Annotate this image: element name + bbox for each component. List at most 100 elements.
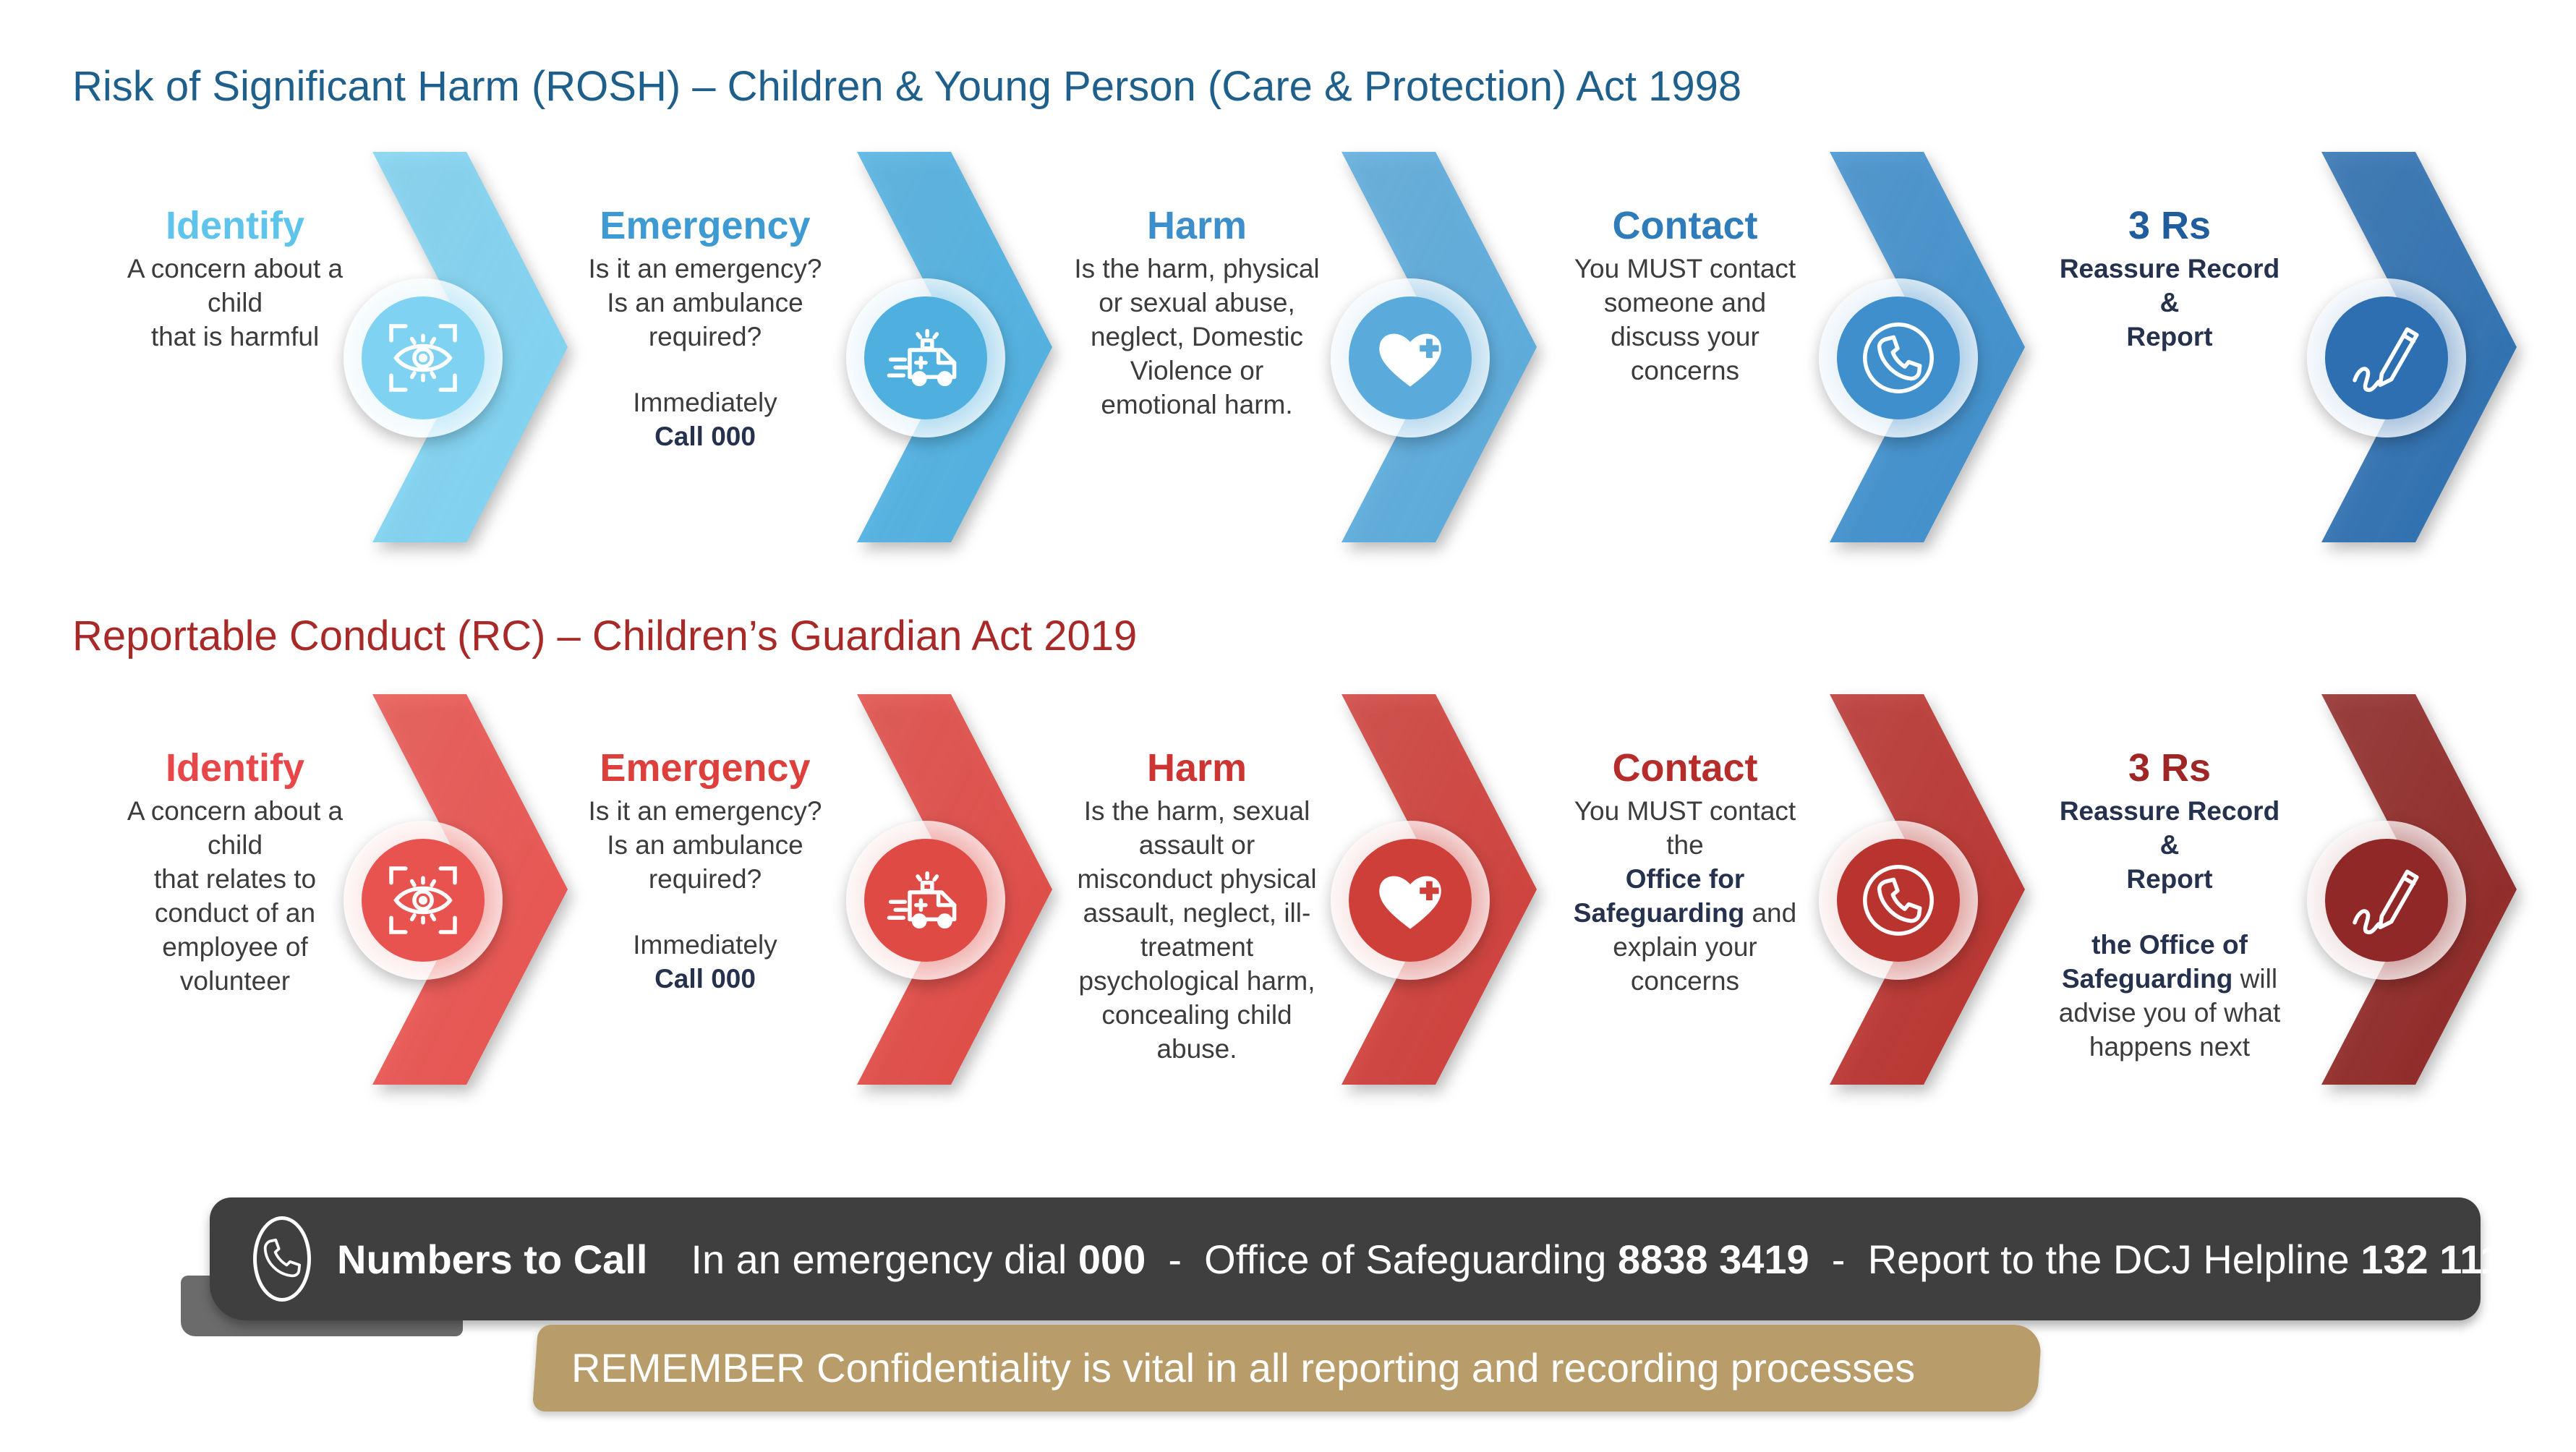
step-text-line: Reassure Record & bbox=[2059, 796, 2280, 860]
office-number: 8838 3419 bbox=[1617, 1236, 1809, 1282]
step-text-line: happens next bbox=[2089, 1032, 2251, 1062]
chevron-arrow bbox=[857, 152, 1052, 542]
step-icon-circle bbox=[1819, 278, 1978, 437]
step-text-line: concealing child bbox=[1101, 1000, 1292, 1030]
step-text-line: volunteer bbox=[179, 966, 291, 996]
step-heading: Contact bbox=[1612, 746, 1758, 790]
step-text-line: someone and bbox=[1603, 288, 1767, 317]
chevron-arrow bbox=[857, 694, 1052, 1085]
ambulance-icon bbox=[864, 839, 987, 962]
phone-icon bbox=[1837, 839, 1960, 962]
step-text-line: misconduct physical bbox=[1077, 864, 1317, 894]
call-000-text: Call 000 bbox=[654, 964, 756, 994]
step-heading: 3 Rs bbox=[2128, 746, 2212, 790]
rc-section-title: Reportable Conduct (RC) – Children’s Gua… bbox=[72, 612, 1138, 659]
step-text-line: You MUST contact bbox=[1574, 796, 1796, 826]
step-icon-circle bbox=[846, 278, 1005, 437]
step-bold-text: the Office of bbox=[2091, 930, 2248, 960]
chevron-arrow bbox=[2321, 152, 2517, 542]
dcj-text: Report to the DCJ Helpline bbox=[1867, 1236, 2361, 1282]
step-icon-circle bbox=[2307, 278, 2466, 437]
step-icon-circle bbox=[1331, 821, 1490, 980]
phone-icon bbox=[253, 1216, 311, 1302]
step-text-line: discuss your bbox=[1611, 322, 1760, 351]
step-text-line: Safeguarding and bbox=[1562, 896, 1808, 930]
step-text-line: Immediately bbox=[633, 388, 777, 417]
step-text-line: Violence or bbox=[1130, 356, 1264, 385]
step-text-line: Is the harm, sexual bbox=[1083, 796, 1310, 826]
chevron-arrow bbox=[2321, 694, 2517, 1085]
step-text-3-rs: 3 Rs Reassure Record & Report the Office of… bbox=[2047, 745, 2293, 1064]
rc-process-flow: Identify A concern about a child that relat… bbox=[0, 694, 2576, 1099]
step-text-line: Is an ambulance bbox=[607, 288, 803, 317]
spacer bbox=[582, 354, 828, 385]
step-text-identify: Identify A concern about a child that is ha… bbox=[112, 202, 358, 354]
step-text-emergency: Emergency Is it an emergency? Is an ambula… bbox=[582, 202, 828, 453]
step-text-line: that relates to bbox=[153, 864, 317, 894]
step-heading: Harm bbox=[1146, 746, 1248, 790]
step-text-tail: and bbox=[1744, 898, 1797, 928]
eye-scan-icon bbox=[362, 839, 485, 962]
step-heading: Identify bbox=[165, 746, 304, 790]
step-text-line: conduct of an bbox=[154, 898, 316, 928]
step-text-line: A concern about a bbox=[127, 796, 344, 826]
step-text-line: employee of bbox=[162, 932, 308, 962]
step-text-line: assault, neglect, ill- bbox=[1083, 898, 1311, 928]
step-icon-circle bbox=[846, 821, 1005, 980]
step-icon-circle bbox=[1331, 278, 1490, 437]
step-text-3-rs: 3 Rs Reassure Record & Report bbox=[2047, 202, 2293, 354]
step-text-contact: Contact You MUST contact the Office for Safe… bbox=[1562, 745, 1808, 998]
step-text-harm: Harm Is the harm, sexual assault or miscond… bbox=[1074, 745, 1320, 1066]
spacer bbox=[2047, 896, 2293, 928]
step-text-line: You MUST contact bbox=[1574, 254, 1796, 283]
chevron-arrow bbox=[1830, 694, 2025, 1085]
step-bold-text: Office for bbox=[1625, 864, 1745, 894]
step-text-line: required? bbox=[648, 322, 762, 351]
remember-text: REMEMBER Confidentiality is vital in all… bbox=[571, 1345, 1916, 1391]
rosh-process-flow: Identify A concern about a child that is ha… bbox=[0, 152, 2576, 557]
step-text-line: Safeguarding will bbox=[2047, 962, 2293, 996]
step-text-line: treatment bbox=[1140, 932, 1254, 962]
step-text-line: child bbox=[207, 830, 263, 860]
numbers-bar-body: Numbers to Call In an emergency dial 000… bbox=[210, 1197, 2502, 1320]
step-text-line: child bbox=[207, 288, 263, 317]
step-heading: Identify bbox=[165, 204, 304, 247]
numbers-to-call-bar: Numbers to Call In an emergency dial 000… bbox=[181, 1197, 2502, 1336]
step-text-line: A concern about a bbox=[127, 254, 344, 283]
step-text-line: abuse. bbox=[1156, 1034, 1237, 1064]
call-000-text: Call 000 bbox=[654, 422, 756, 451]
step-text-line: Is the harm, physical bbox=[1074, 254, 1320, 283]
step-text-line: Immediately bbox=[633, 930, 777, 960]
chevron-arrow bbox=[1830, 152, 2025, 542]
spacer bbox=[582, 896, 828, 928]
step-text-contact: Contact You MUST contact someone and discus… bbox=[1562, 202, 1808, 388]
step-text-line: Is an ambulance bbox=[607, 830, 803, 860]
step-icon-circle bbox=[2307, 821, 2466, 980]
step-heading: Emergency bbox=[600, 204, 811, 247]
eye-scan-icon bbox=[362, 296, 485, 419]
step-text-line: Reassure Record & bbox=[2059, 254, 2280, 317]
rosh-section-title: Risk of Significant Harm (ROSH) – Childr… bbox=[72, 63, 1742, 110]
step-text-line: neglect, Domestic bbox=[1090, 322, 1304, 351]
emergency-text: In an emergency dial bbox=[691, 1236, 1078, 1282]
step-text-line: assault or bbox=[1138, 830, 1255, 860]
step-icon-circle bbox=[344, 278, 503, 437]
step-text-identify: Identify A concern about a child that relat… bbox=[112, 745, 358, 998]
step-text-line: or sexual abuse, bbox=[1099, 288, 1295, 317]
step-heading: Emergency bbox=[600, 746, 811, 790]
step-icon-circle bbox=[344, 821, 503, 980]
step-text-line: that is harmful bbox=[150, 322, 320, 351]
numbers-to-call-label: Numbers to Call bbox=[337, 1236, 648, 1282]
step-text-line: Is it an emergency? bbox=[588, 796, 822, 826]
remember-banner: REMEMBER Confidentiality is vital in all… bbox=[532, 1325, 2043, 1412]
step-text-line: Report bbox=[2126, 864, 2213, 894]
heart-plus-icon bbox=[1349, 839, 1472, 962]
step-text-line: emotional harm. bbox=[1101, 390, 1293, 419]
pen-icon bbox=[2325, 296, 2448, 419]
phone-icon bbox=[1837, 296, 1960, 419]
step-text-line: Report bbox=[2126, 322, 2213, 351]
chevron-arrow bbox=[1342, 152, 1537, 542]
step-text-line: concerns bbox=[1630, 966, 1740, 996]
heart-plus-icon bbox=[1349, 296, 1472, 419]
step-heading: Contact bbox=[1612, 204, 1758, 247]
